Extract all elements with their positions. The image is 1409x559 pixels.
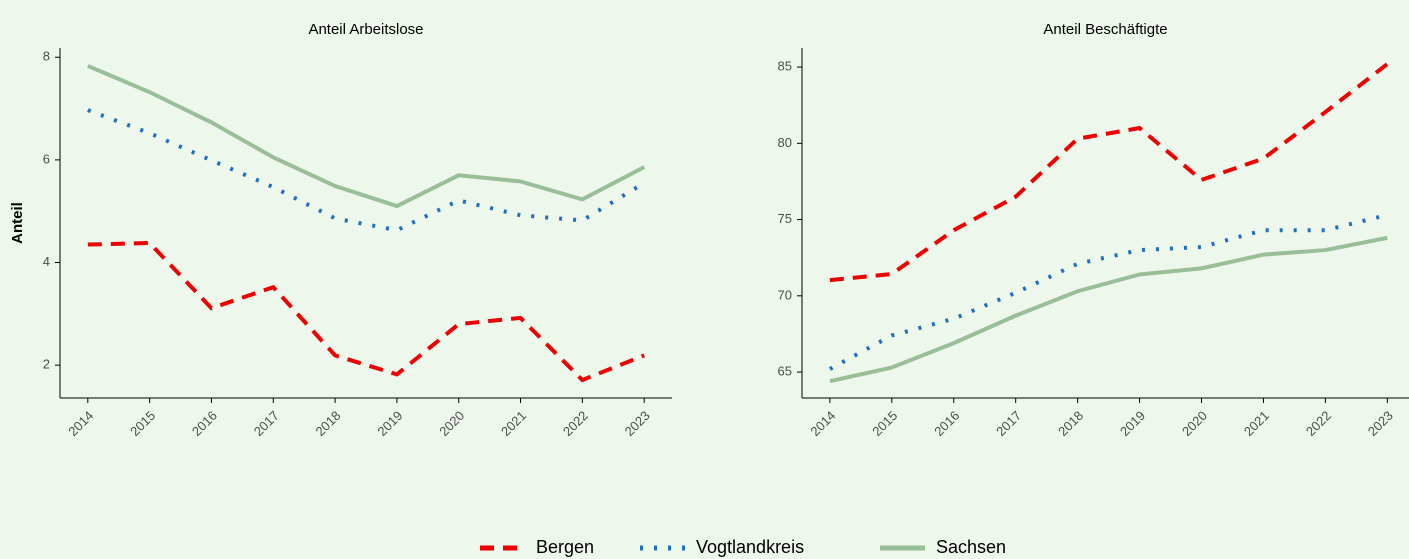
x-tick-label: 2017	[251, 408, 282, 439]
panel-title: Anteil Beschäftigte	[1043, 21, 1167, 38]
x-tick-label: 2014	[65, 408, 96, 439]
x-tick-label: 2015	[127, 408, 158, 439]
legend-label: Sachsen	[936, 537, 1006, 557]
y-tick-label: 70	[778, 287, 792, 302]
x-tick-label: 2022	[1303, 408, 1334, 439]
y-tick-label: 8	[43, 49, 50, 64]
line-series	[829, 235, 1388, 384]
y-tick-label: 65	[778, 364, 792, 379]
y-tick-label: 80	[778, 135, 792, 150]
x-tick-label: 2018	[313, 408, 344, 439]
x-tick-label: 2023	[622, 408, 653, 439]
line-series	[87, 240, 645, 383]
x-tick-label: 2023	[1365, 408, 1396, 439]
x-tick-label: 2020	[436, 408, 467, 439]
x-tick-label: 2021	[1241, 408, 1272, 439]
x-tick-label: 2021	[498, 408, 529, 439]
line-series	[829, 62, 1389, 283]
y-tick-label: 75	[778, 211, 792, 226]
legend-label: Bergen	[536, 537, 594, 557]
line-series	[828, 213, 1388, 371]
y-axis-title: Anteil	[9, 202, 26, 244]
x-tick-label: 2017	[993, 408, 1024, 439]
y-tick-label: 4	[43, 254, 50, 269]
x-tick-label: 2020	[1179, 408, 1210, 439]
x-tick-label: 2014	[807, 408, 838, 439]
x-tick-label: 2019	[374, 408, 405, 439]
line-series	[87, 108, 646, 233]
y-tick-label: 6	[43, 151, 50, 166]
x-tick-label: 2016	[931, 408, 962, 439]
y-tick-label: 85	[778, 59, 792, 74]
x-tick-label: 2016	[189, 408, 220, 439]
legend-label: Vogtlandkreis	[696, 537, 804, 557]
x-tick-label: 2022	[560, 408, 591, 439]
x-tick-label: 2015	[869, 408, 900, 439]
x-tick-label: 2019	[1117, 408, 1148, 439]
y-tick-label: 2	[43, 357, 50, 372]
line-series	[87, 64, 646, 209]
x-tick-label: 2018	[1055, 408, 1086, 439]
panel-title: Anteil Arbeitslose	[308, 21, 423, 38]
